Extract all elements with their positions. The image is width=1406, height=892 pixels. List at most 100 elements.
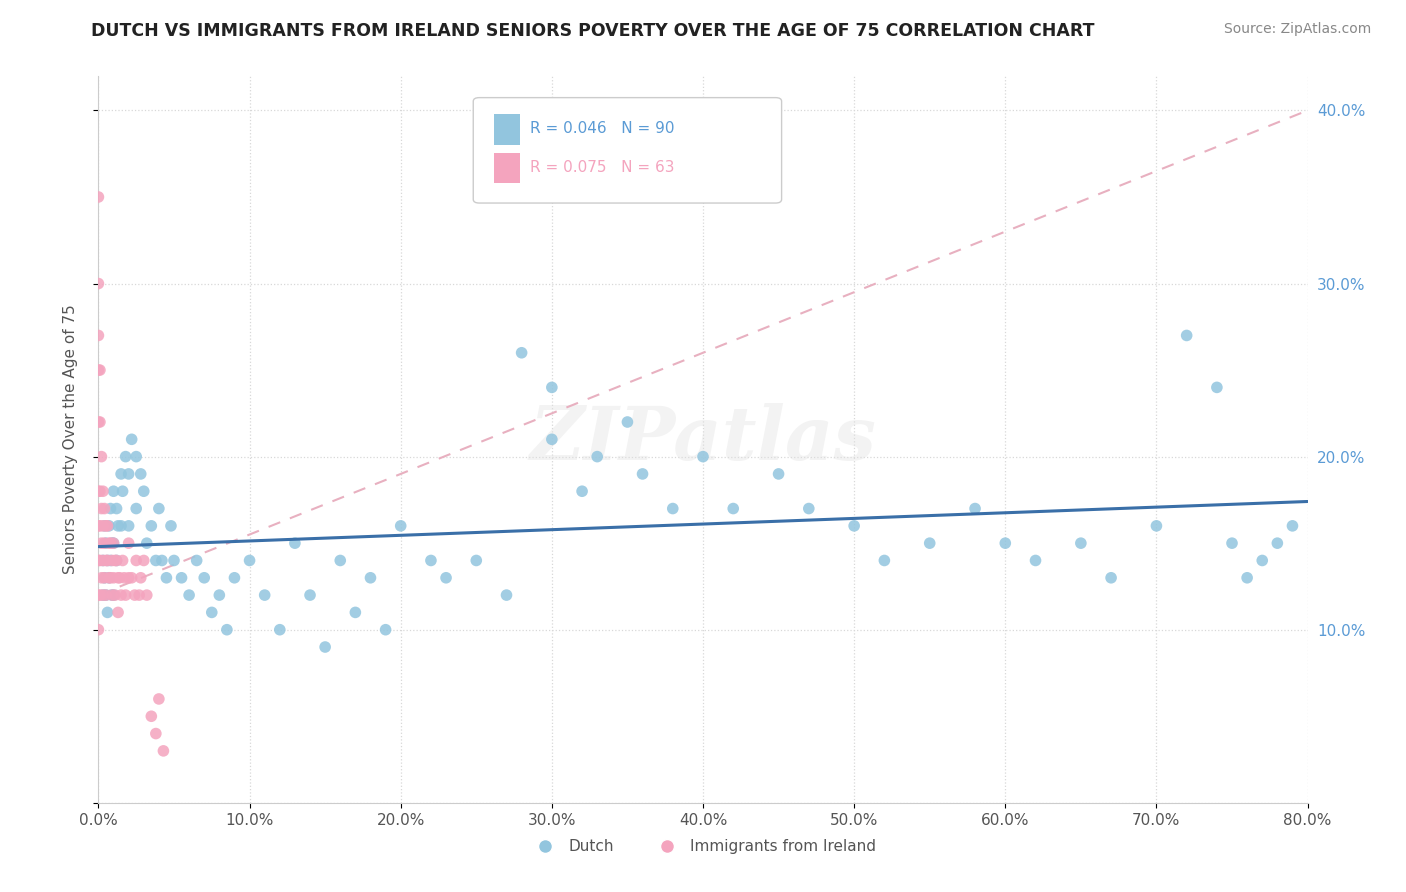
Point xyxy=(93,501,115,516)
Point xyxy=(797,501,820,516)
Point xyxy=(121,571,143,585)
Point xyxy=(100,501,122,516)
Point xyxy=(105,553,128,567)
Point xyxy=(96,553,118,567)
Point xyxy=(253,588,276,602)
Point xyxy=(110,519,132,533)
Point xyxy=(121,432,143,446)
Point xyxy=(344,606,367,620)
Point xyxy=(1144,519,1167,533)
Point xyxy=(118,467,141,481)
Point xyxy=(103,536,125,550)
Point xyxy=(193,571,215,585)
Point xyxy=(98,571,121,585)
Point xyxy=(1206,380,1229,394)
Point xyxy=(586,450,609,464)
Point xyxy=(571,484,593,499)
Point xyxy=(101,536,124,550)
Point xyxy=(129,467,152,481)
Point xyxy=(114,588,136,602)
Point xyxy=(1281,519,1303,533)
Point xyxy=(155,571,177,585)
Point xyxy=(103,536,125,550)
Point xyxy=(360,571,382,585)
Point xyxy=(208,588,231,602)
Point xyxy=(101,588,124,602)
Point xyxy=(87,519,110,533)
Point xyxy=(224,571,246,585)
Point xyxy=(495,588,517,602)
Point xyxy=(94,536,117,550)
Point xyxy=(98,536,121,550)
Point xyxy=(135,536,157,550)
Point xyxy=(723,501,745,516)
Point xyxy=(160,519,183,533)
Point xyxy=(118,519,141,533)
Point xyxy=(141,519,163,533)
Point xyxy=(128,588,150,602)
Point xyxy=(87,553,110,567)
Text: Source: ZipAtlas.com: Source: ZipAtlas.com xyxy=(1223,22,1371,37)
Point xyxy=(91,553,114,567)
Point xyxy=(90,536,112,550)
Point xyxy=(389,519,412,533)
Point xyxy=(1024,553,1046,567)
Point xyxy=(96,519,118,533)
Point xyxy=(91,553,114,567)
Point xyxy=(1099,571,1122,585)
Point xyxy=(1251,553,1274,567)
Point xyxy=(110,588,132,602)
Point xyxy=(135,588,157,602)
Point xyxy=(661,501,683,516)
Point xyxy=(112,571,135,585)
Point xyxy=(1070,536,1092,550)
Point xyxy=(105,501,128,516)
Text: R = 0.046   N = 90: R = 0.046 N = 90 xyxy=(530,121,675,136)
Point xyxy=(108,571,131,585)
Point xyxy=(145,553,167,567)
Point xyxy=(90,450,112,464)
Point xyxy=(873,553,896,567)
Point xyxy=(118,571,141,585)
Point xyxy=(105,553,128,567)
Point xyxy=(186,553,208,567)
Point xyxy=(98,519,121,533)
Point xyxy=(420,553,443,567)
Point xyxy=(89,484,111,499)
Point xyxy=(844,519,866,533)
Point xyxy=(94,553,117,567)
Point xyxy=(107,519,129,533)
Point xyxy=(145,726,167,740)
Point xyxy=(96,606,118,620)
Point xyxy=(148,692,170,706)
Point xyxy=(104,588,127,602)
Point xyxy=(111,484,134,499)
Point xyxy=(540,380,562,394)
Point xyxy=(87,363,110,377)
Point xyxy=(100,553,122,567)
Point xyxy=(329,553,352,567)
Point xyxy=(374,623,396,637)
Point xyxy=(125,501,148,516)
Point xyxy=(111,553,134,567)
Point xyxy=(1236,571,1258,585)
Point xyxy=(107,606,129,620)
Point xyxy=(1267,536,1289,550)
Point xyxy=(98,571,121,585)
Point xyxy=(101,588,124,602)
Point xyxy=(540,432,562,446)
Point xyxy=(284,536,307,550)
Text: DUTCH VS IMMIGRANTS FROM IRELAND SENIORS POVERTY OVER THE AGE OF 75 CORRELATION : DUTCH VS IMMIGRANTS FROM IRELAND SENIORS… xyxy=(91,22,1095,40)
Point xyxy=(150,553,173,567)
Point xyxy=(616,415,638,429)
Point xyxy=(90,571,112,585)
Point xyxy=(314,640,336,654)
Point xyxy=(118,536,141,550)
Point xyxy=(93,519,115,533)
Point xyxy=(1220,536,1243,550)
Point xyxy=(692,450,714,464)
Point xyxy=(89,588,111,602)
Point xyxy=(91,588,114,602)
Point xyxy=(179,588,201,602)
Point xyxy=(100,536,122,550)
